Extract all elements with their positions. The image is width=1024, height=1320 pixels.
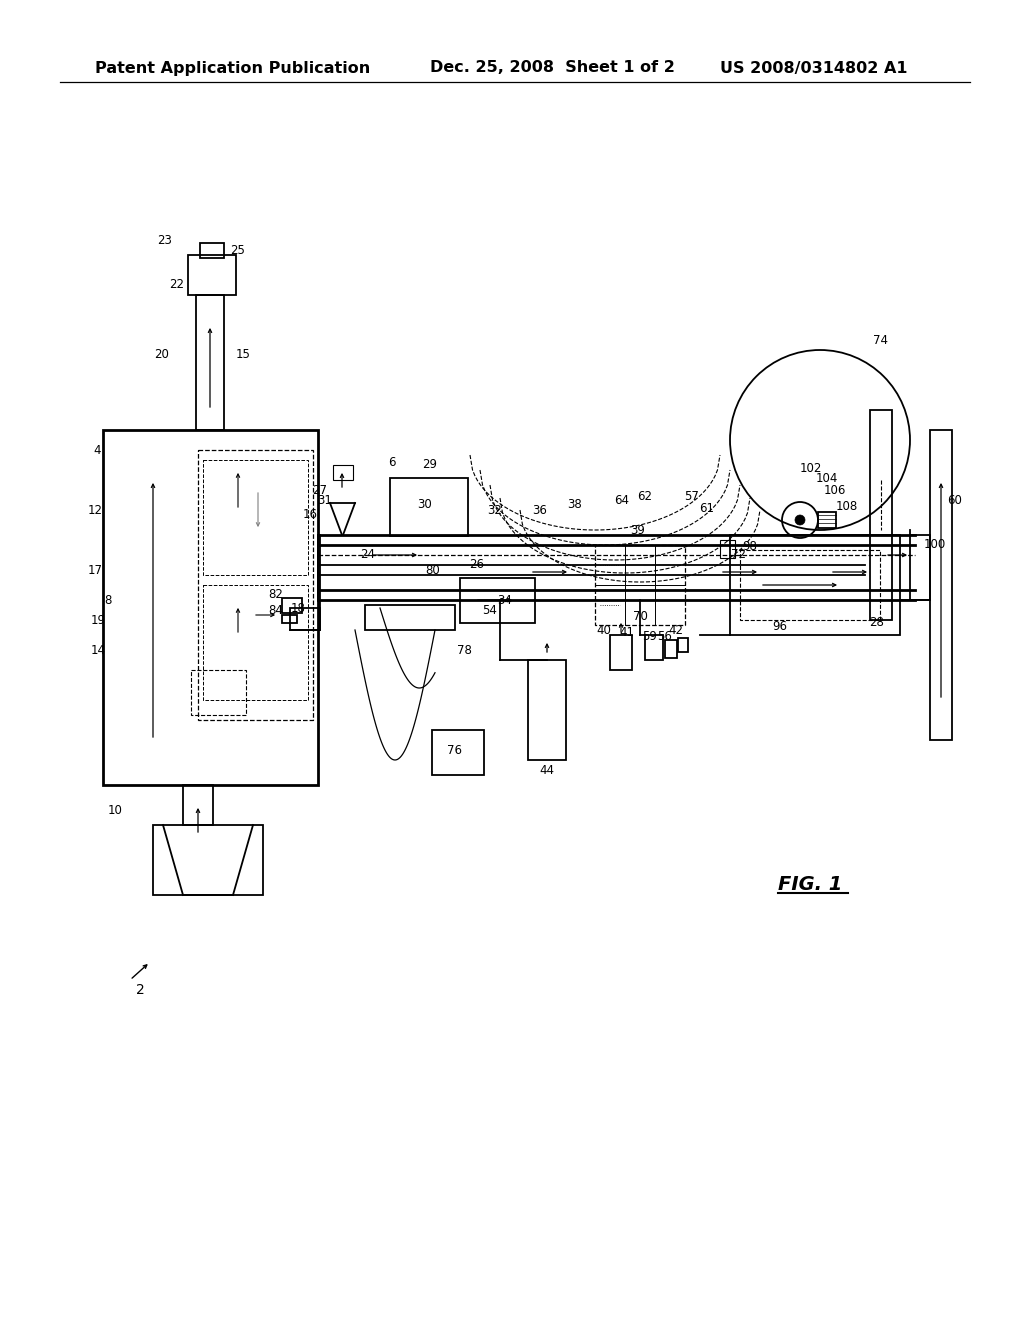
Text: 98: 98: [742, 540, 758, 553]
Bar: [282, 598, 302, 612]
Text: 17: 17: [87, 564, 102, 577]
Text: 102: 102: [800, 462, 822, 474]
Text: 64: 64: [614, 494, 630, 507]
Text: 10: 10: [108, 804, 123, 817]
Bar: [333, 465, 353, 480]
Bar: [730, 535, 900, 635]
Text: 104: 104: [816, 471, 839, 484]
Text: 2: 2: [135, 983, 144, 997]
Text: FIG. 1: FIG. 1: [778, 875, 842, 895]
Text: 14: 14: [90, 644, 105, 656]
Text: 70: 70: [633, 610, 647, 623]
Bar: [183, 785, 213, 825]
Text: 6: 6: [388, 455, 395, 469]
Text: 74: 74: [872, 334, 888, 346]
Bar: [645, 635, 663, 660]
Bar: [203, 585, 308, 700]
Bar: [198, 450, 313, 719]
Text: 100: 100: [924, 539, 946, 552]
Bar: [720, 540, 735, 558]
Bar: [818, 512, 836, 528]
Text: 4: 4: [93, 444, 100, 457]
Text: 26: 26: [469, 558, 484, 572]
Bar: [460, 578, 535, 623]
Bar: [740, 550, 880, 620]
Text: 29: 29: [423, 458, 437, 471]
Text: 61: 61: [699, 503, 715, 516]
Text: 30: 30: [418, 499, 432, 511]
Text: 25: 25: [230, 243, 246, 256]
Bar: [595, 545, 685, 624]
Text: 84: 84: [268, 603, 284, 616]
Bar: [153, 825, 263, 895]
Text: 12: 12: [87, 503, 102, 516]
Text: US 2008/0314802 A1: US 2008/0314802 A1: [720, 61, 907, 75]
Bar: [200, 243, 224, 257]
Text: 54: 54: [482, 603, 498, 616]
Bar: [870, 411, 892, 620]
Text: 24: 24: [360, 549, 376, 561]
Text: 106: 106: [824, 483, 846, 496]
Bar: [665, 640, 677, 657]
Text: 82: 82: [268, 589, 284, 602]
Text: 34: 34: [498, 594, 512, 606]
Bar: [365, 605, 455, 630]
Bar: [910, 535, 930, 601]
Text: 40: 40: [597, 623, 611, 636]
Text: 80: 80: [426, 564, 440, 577]
Text: 60: 60: [947, 494, 963, 507]
Bar: [188, 255, 236, 294]
Text: 31: 31: [317, 494, 333, 507]
Bar: [528, 660, 566, 760]
Bar: [930, 430, 952, 741]
Bar: [432, 730, 484, 775]
Text: 38: 38: [567, 499, 583, 511]
Text: 19: 19: [90, 614, 105, 627]
Text: 27: 27: [312, 483, 328, 496]
Text: 108: 108: [836, 500, 858, 513]
Text: 28: 28: [869, 615, 885, 628]
Bar: [678, 638, 688, 652]
Text: 22: 22: [170, 279, 184, 292]
Text: 59: 59: [643, 631, 657, 644]
Text: 41: 41: [620, 626, 635, 639]
Bar: [203, 459, 308, 576]
Text: 44: 44: [540, 763, 555, 776]
Text: 56: 56: [657, 631, 673, 644]
Text: 20: 20: [155, 348, 169, 362]
Bar: [390, 478, 468, 536]
Bar: [196, 294, 224, 430]
Text: 72: 72: [730, 549, 745, 561]
Text: 32: 32: [487, 503, 503, 516]
Text: 57: 57: [685, 491, 699, 503]
Bar: [103, 430, 318, 785]
Bar: [282, 615, 297, 623]
Text: Patent Application Publication: Patent Application Publication: [95, 61, 371, 75]
Text: 23: 23: [158, 234, 172, 247]
Text: 16: 16: [302, 508, 317, 521]
Circle shape: [795, 515, 805, 525]
Bar: [290, 609, 319, 630]
Text: 36: 36: [532, 503, 548, 516]
Text: 15: 15: [236, 348, 251, 362]
Text: Dec. 25, 2008  Sheet 1 of 2: Dec. 25, 2008 Sheet 1 of 2: [430, 61, 675, 75]
Text: 18: 18: [291, 602, 305, 615]
Text: 42: 42: [669, 623, 683, 636]
Text: 96: 96: [772, 620, 787, 634]
Text: 76: 76: [447, 743, 463, 756]
Text: 39: 39: [631, 524, 645, 536]
Text: 78: 78: [457, 644, 471, 656]
Text: 8: 8: [104, 594, 112, 606]
Text: 62: 62: [638, 491, 652, 503]
Bar: [610, 635, 632, 671]
Bar: [191, 671, 246, 715]
